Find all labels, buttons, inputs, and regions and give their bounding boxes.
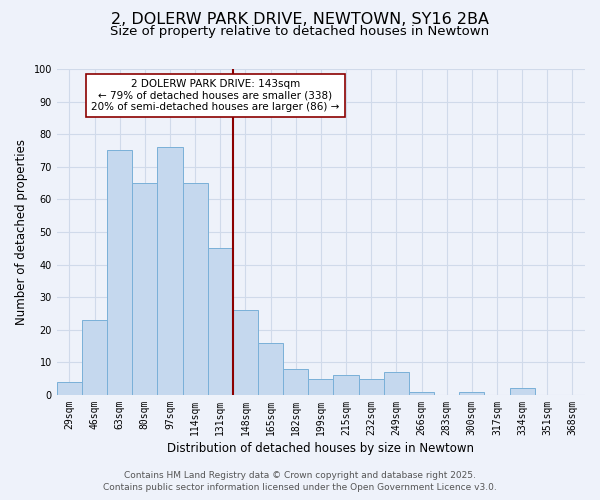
Bar: [182, 183, 208, 395]
Bar: [132, 183, 157, 395]
Bar: [107, 150, 132, 395]
Bar: [384, 372, 409, 395]
Bar: [258, 343, 283, 395]
X-axis label: Distribution of detached houses by size in Newtown: Distribution of detached houses by size …: [167, 442, 475, 455]
Bar: [157, 147, 182, 395]
Bar: [308, 378, 334, 395]
Bar: [82, 320, 107, 395]
Text: 2 DOLERW PARK DRIVE: 143sqm
← 79% of detached houses are smaller (338)
20% of se: 2 DOLERW PARK DRIVE: 143sqm ← 79% of det…: [91, 79, 340, 112]
Text: Contains HM Land Registry data © Crown copyright and database right 2025.
Contai: Contains HM Land Registry data © Crown c…: [103, 471, 497, 492]
Bar: [509, 388, 535, 395]
Bar: [283, 369, 308, 395]
Text: 2, DOLERW PARK DRIVE, NEWTOWN, SY16 2BA: 2, DOLERW PARK DRIVE, NEWTOWN, SY16 2BA: [111, 12, 489, 28]
Y-axis label: Number of detached properties: Number of detached properties: [15, 139, 28, 325]
Text: Size of property relative to detached houses in Newtown: Size of property relative to detached ho…: [110, 25, 490, 38]
Bar: [334, 376, 359, 395]
Bar: [359, 378, 384, 395]
Bar: [57, 382, 82, 395]
Bar: [459, 392, 484, 395]
Bar: [409, 392, 434, 395]
Bar: [208, 248, 233, 395]
Bar: [233, 310, 258, 395]
